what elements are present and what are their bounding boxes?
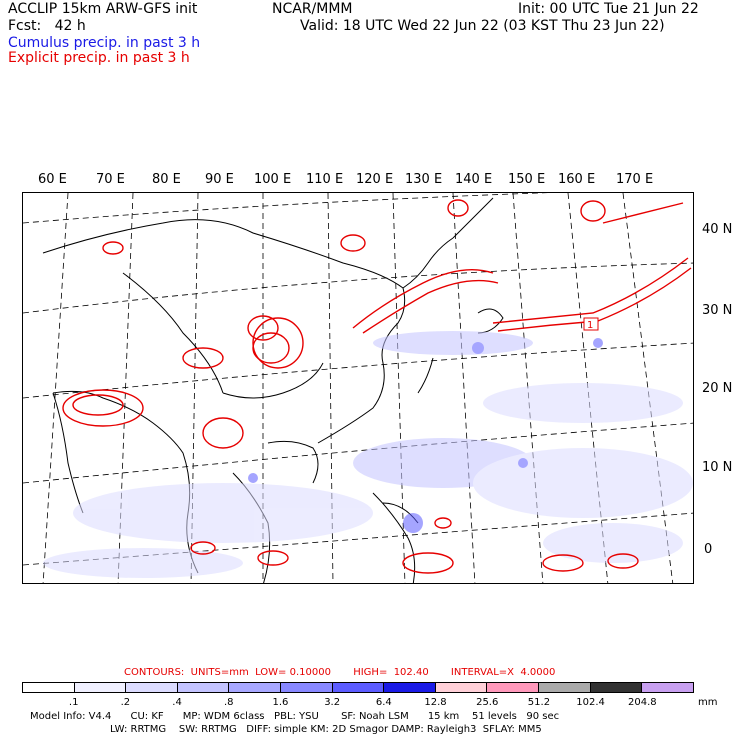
colorbar-cell	[435, 683, 488, 692]
model-title: ACCLIP 15km ARW-GFS init	[8, 1, 198, 17]
contours-info: CONTOURS: UNITS=mm LOW= 0.10000 HIGH= 10…	[124, 667, 556, 678]
forecast-hour: Fcst: 42 h	[8, 18, 86, 34]
colorbar-label: 25.6	[476, 697, 499, 708]
lat-label: 30 N	[702, 303, 733, 318]
colorbar-cell	[539, 683, 591, 692]
colorbar-cell	[229, 683, 282, 692]
cumulus-precip	[43, 331, 693, 578]
lat-label: 10 N	[702, 460, 733, 475]
lon-label: 150 E	[508, 172, 546, 187]
colorbar-label: 1.6	[272, 697, 289, 708]
precip-map: 1	[22, 192, 694, 584]
colorbar-cell	[642, 683, 693, 692]
model-info-line1: Model Info: V4.4 CU: KF MP: WDM 6class P…	[30, 711, 560, 722]
precip-colorbar	[22, 682, 694, 693]
valid-time: Valid: 18 UTC Wed 22 Jun 22 (03 KST Thu …	[300, 18, 665, 34]
explicit-precip-label: Explicit precip. in past 3 h	[8, 50, 190, 66]
institution-label: NCAR/MMM	[272, 1, 353, 17]
colorbar-cell	[590, 683, 643, 692]
colorbar-label: 12.8	[424, 697, 447, 708]
colorbar-cell	[384, 683, 436, 692]
colorbar-cell	[281, 683, 333, 692]
lon-label: 70 E	[96, 172, 125, 187]
colorbar-label: 51.2	[527, 697, 551, 708]
colorbar-label: 3.2	[324, 697, 341, 708]
lat-label: 0	[704, 542, 713, 557]
lon-label: 170 E	[616, 172, 654, 187]
colorbar-label: .2	[120, 697, 131, 708]
colorbar-label: 204.8	[627, 697, 657, 708]
colorbar-cell	[23, 683, 75, 692]
lat-label: 20 N	[702, 381, 733, 396]
map-canvas: 1	[23, 193, 693, 583]
lat-label: 40 N	[702, 222, 733, 237]
colorbar-cell	[487, 683, 540, 692]
colorbar-units: mm	[698, 697, 718, 708]
lon-label: 100 E	[254, 172, 292, 187]
lon-label: 130 E	[405, 172, 443, 187]
init-time: Init: 00 UTC Tue 21 Jun 22	[518, 1, 699, 17]
cumulus-precip-label: Cumulus precip. in past 3 h	[8, 35, 201, 51]
lon-label: 160 E	[558, 172, 596, 187]
colorbar-cell	[332, 683, 385, 692]
colorbar-cell	[126, 683, 178, 692]
max-marker-box	[583, 317, 599, 331]
lon-label: 90 E	[205, 172, 234, 187]
max-marker-label: 1	[587, 320, 593, 331]
model-info-line2: LW: RRTMG SW: RRTMG DIFF: simple KM: 2D …	[110, 724, 542, 735]
lon-label: 110 E	[306, 172, 344, 187]
colorbar-cell	[177, 683, 230, 692]
lon-label: 60 E	[38, 172, 67, 187]
colorbar-cell	[74, 683, 127, 692]
colorbar-label: .4	[172, 697, 182, 708]
lon-label: 120 E	[356, 172, 394, 187]
graticule	[23, 193, 693, 583]
colorbar-label: 6.4	[375, 697, 392, 708]
lon-label: 140 E	[455, 172, 493, 187]
colorbar-label: .8	[223, 697, 234, 708]
lon-label: 80 E	[152, 172, 181, 187]
colorbar-label: 102.4	[576, 697, 605, 708]
colorbar-label: .1	[68, 697, 79, 708]
